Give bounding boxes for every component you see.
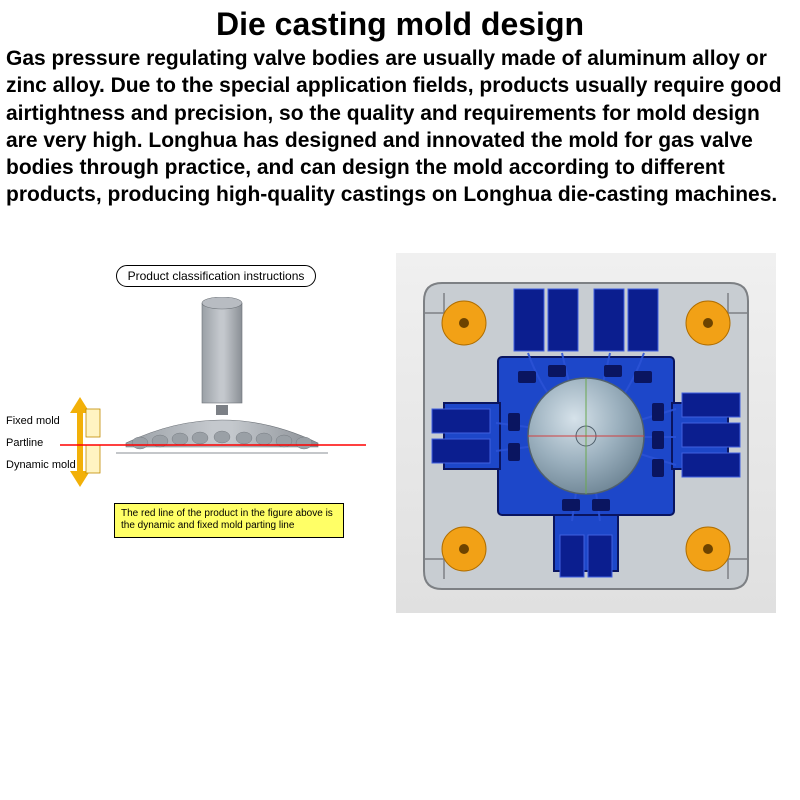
cn-box-top bbox=[86, 409, 100, 437]
right-figure bbox=[396, 253, 776, 613]
label-dynamic-mold: Dynamic mold bbox=[6, 459, 76, 471]
cn-box-bot bbox=[86, 445, 100, 473]
left-figure: Product classification instructions Fixe… bbox=[6, 253, 396, 613]
center-dome bbox=[528, 378, 644, 494]
figures-row: Product classification instructions Fixe… bbox=[0, 253, 800, 613]
page-title: Die casting mold design bbox=[0, 0, 800, 43]
label-fixed-mold: Fixed mold bbox=[6, 415, 60, 427]
intro-paragraph: Gas pressure regulating valve bodies are… bbox=[0, 43, 800, 209]
product-diagram: Fixed mold Partline Dynamic mold bbox=[6, 297, 396, 507]
product-silhouette bbox=[126, 297, 318, 449]
label-partline: Partline bbox=[6, 437, 43, 449]
parting-line-note: The red line of the product in the figur… bbox=[114, 503, 344, 538]
mold-top-view-svg bbox=[396, 253, 776, 613]
classification-pill: Product classification instructions bbox=[116, 265, 316, 287]
product-svg bbox=[6, 297, 396, 507]
